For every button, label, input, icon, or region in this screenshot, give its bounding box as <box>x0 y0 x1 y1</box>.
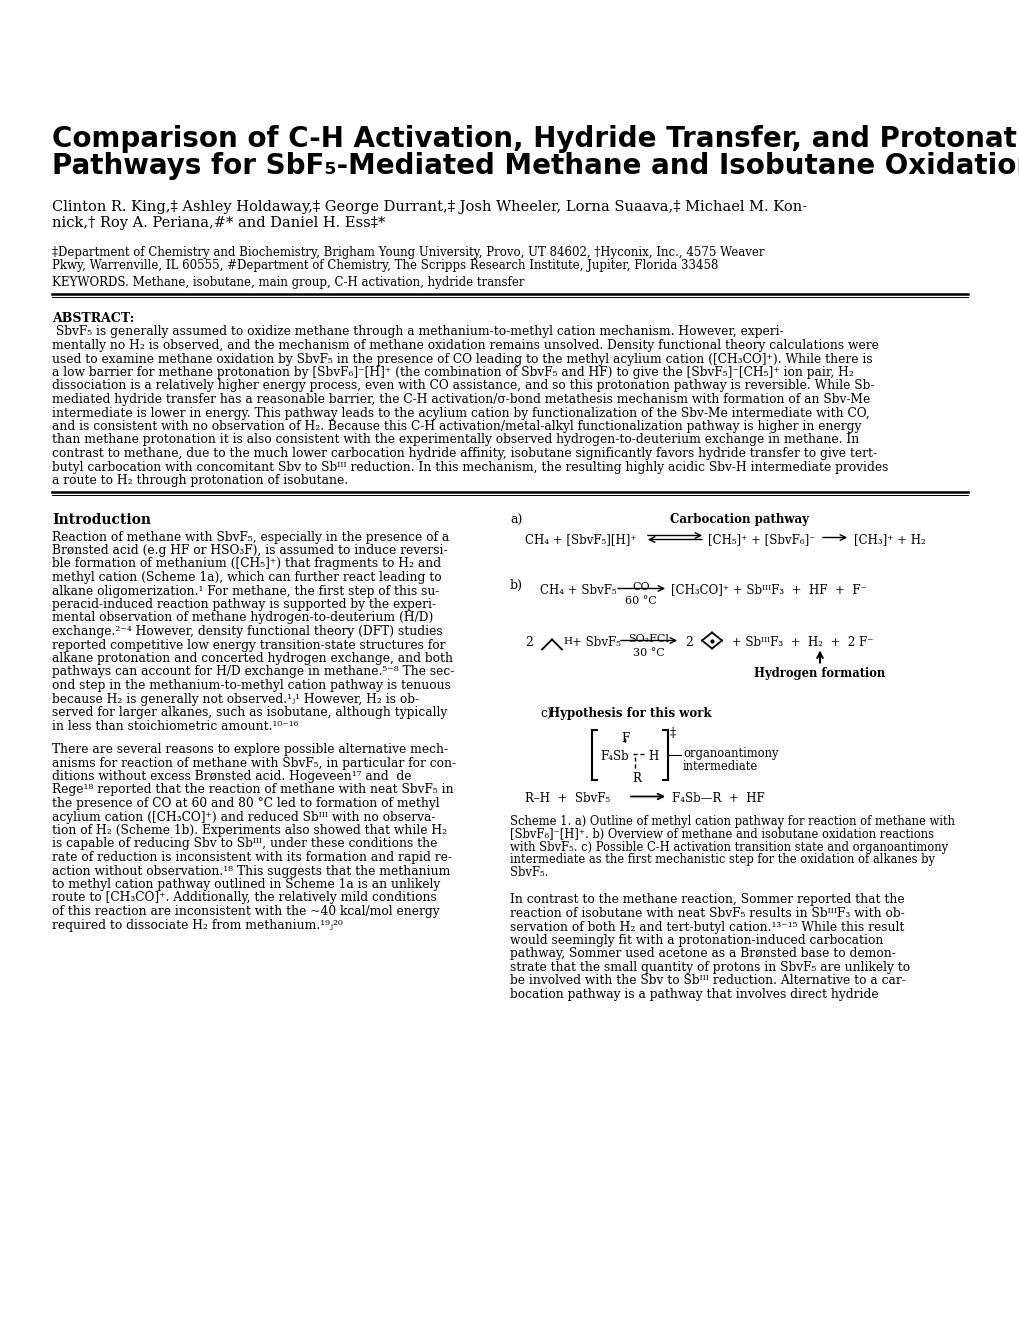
Text: [CH₅]⁺ + [SbᴠF₆]⁻: [CH₅]⁺ + [SbᴠF₆]⁻ <box>707 533 815 546</box>
Text: Brønsted acid (e.g HF or HSO₃F), is assumed to induce reversi-: Brønsted acid (e.g HF or HSO₃F), is assu… <box>52 544 447 557</box>
Text: peracid-induced reaction pathway is supported by the experi-: peracid-induced reaction pathway is supp… <box>52 598 436 611</box>
Text: in less than stoichiometric amount.¹⁰⁻¹⁶: in less than stoichiometric amount.¹⁰⁻¹⁶ <box>52 719 299 733</box>
Text: c): c) <box>539 708 551 721</box>
Text: the presence of CO at 60 and 80 °C led to formation of methyl: the presence of CO at 60 and 80 °C led t… <box>52 797 439 810</box>
Text: Scheme 1. a) Outline of methyl cation pathway for reaction of methane with: Scheme 1. a) Outline of methyl cation pa… <box>510 814 954 828</box>
Text: + SbᴠF₅: + SbᴠF₅ <box>572 635 621 648</box>
Text: acylium cation ([CH₃CO]⁺) and reduced Sbᴵᴵᴵ with no observa-: acylium cation ([CH₃CO]⁺) and reduced Sb… <box>52 810 435 824</box>
Text: mental observation of methane hydrogen-to-deuterium (H/D): mental observation of methane hydrogen-t… <box>52 611 433 624</box>
Text: rate of reduction is inconsistent with its formation and rapid re-: rate of reduction is inconsistent with i… <box>52 851 451 865</box>
Text: pathway, Sommer used acetone as a Brønsted base to demon-: pathway, Sommer used acetone as a Brønst… <box>510 948 895 961</box>
Text: mentally no H₂ is observed, and the mechanism of methane oxidation remains unsol: mentally no H₂ is observed, and the mech… <box>52 339 878 352</box>
Text: mediated hydride transfer has a reasonable barrier, the C-H activation/σ-bond me: mediated hydride transfer has a reasonab… <box>52 393 869 407</box>
Text: alkane oligomerization.¹ For methane, the first step of this su-: alkane oligomerization.¹ For methane, th… <box>52 585 439 598</box>
Text: [CH₃]⁺ + H₂: [CH₃]⁺ + H₂ <box>853 533 925 546</box>
Text: route to [CH₃CO]⁺. Additionally, the relatively mild conditions: route to [CH₃CO]⁺. Additionally, the rel… <box>52 891 436 904</box>
Text: Clinton R. King,‡ Ashley Holdaway,‡ George Durrant,‡ Josh Wheeler, Lorna Suaava,: Clinton R. King,‡ Ashley Holdaway,‡ Geor… <box>52 201 806 214</box>
Text: dissociation is a relatively higher energy process, even with CO assistance, and: dissociation is a relatively higher ener… <box>52 380 873 392</box>
Text: strate that the small quantity of protons in SbᴠF₅ are unlikely to: strate that the small quantity of proton… <box>510 961 909 974</box>
Text: intermediate: intermediate <box>683 760 757 774</box>
Text: ‡: ‡ <box>669 727 676 741</box>
Text: F: F <box>621 733 629 746</box>
Text: with SbᴠF₅. c) Possible C-H activation transition state and organoantimony: with SbᴠF₅. c) Possible C-H activation t… <box>510 841 948 854</box>
Text: nick,† Roy A. Periana,#* and Daniel H. Ess‡*: nick,† Roy A. Periana,#* and Daniel H. E… <box>52 216 385 230</box>
Text: anisms for reaction of methane with SbᴠF₅, in particular for con-: anisms for reaction of methane with SbᴠF… <box>52 756 455 770</box>
Text: KEYWORDS. Methane, isobutane, main group, C-H activation, hydride transfer: KEYWORDS. Methane, isobutane, main group… <box>52 276 524 289</box>
Text: F₄Sb—R  +  HF: F₄Sb—R + HF <box>672 792 764 805</box>
Text: because H₂ is generally not observed.¹ⱼ¹ However, H₂ is ob-: because H₂ is generally not observed.¹ⱼ¹… <box>52 693 419 705</box>
Text: a): a) <box>510 513 522 527</box>
Text: is capable of reducing Sbᴠ to Sbᴵᴵᴵ, under these conditions the: is capable of reducing Sbᴠ to Sbᴵᴵᴵ, und… <box>52 837 437 850</box>
Text: [SbᴠF₆]⁻[H]⁺. b) Overview of methane and isobutane oxidation reactions: [SbᴠF₆]⁻[H]⁺. b) Overview of methane and… <box>510 828 933 841</box>
Text: than methane protonation it is also consistent with the experimentally observed : than methane protonation it is also cons… <box>52 433 858 446</box>
Text: Carbocation pathway: Carbocation pathway <box>669 513 809 527</box>
Text: Hydrogen formation: Hydrogen formation <box>754 668 884 681</box>
Text: a route to H₂ through protonation of isobutane.: a route to H₂ through protonation of iso… <box>52 474 347 487</box>
Text: butyl carbocation with concomitant Sbᴠ to Sbᴵᴵᴵ reduction. In this mechanism, th: butyl carbocation with concomitant Sbᴠ t… <box>52 461 888 474</box>
Text: CO: CO <box>632 582 649 593</box>
Text: used to examine methane oxidation by SbᴠF₅ in the presence of CO leading to the : used to examine methane oxidation by Sbᴠ… <box>52 352 872 366</box>
Text: ‡Department of Chemistry and Biochemistry, Brigham Young University, Provo, UT 8: ‡Department of Chemistry and Biochemistr… <box>52 246 764 259</box>
Text: F₄Sb: F₄Sb <box>599 750 628 763</box>
Text: In contrast to the methane reaction, Sommer reported that the: In contrast to the methane reaction, Som… <box>510 894 904 907</box>
Text: There are several reasons to explore possible alternative mech-: There are several reasons to explore pos… <box>52 743 447 756</box>
Text: CH₄ + SbᴠF₅: CH₄ + SbᴠF₅ <box>539 583 616 597</box>
Text: 60 °C: 60 °C <box>625 595 656 606</box>
Text: alkane protonation and concerted hydrogen exchange, and both: alkane protonation and concerted hydroge… <box>52 652 452 665</box>
Text: Comparison of C-H Activation, Hydride Transfer, and Protonation: Comparison of C-H Activation, Hydride Tr… <box>52 125 1019 153</box>
Text: exchange.²⁻⁴ However, density functional theory (DFT) studies: exchange.²⁻⁴ However, density functional… <box>52 624 442 638</box>
Text: SbᴠF₅.: SbᴠF₅. <box>510 866 548 879</box>
Text: 30 °C: 30 °C <box>633 648 664 659</box>
Text: tion of H₂ (Scheme 1b). Experiments also showed that while H₂: tion of H₂ (Scheme 1b). Experiments also… <box>52 824 446 837</box>
Text: action without observation.¹⁸ This suggests that the methanium: action without observation.¹⁸ This sugge… <box>52 865 450 878</box>
Text: H: H <box>562 636 572 645</box>
Text: and is consistent with no observation of H₂. Because this C-H activation/metal-a: and is consistent with no observation of… <box>52 420 860 433</box>
Text: methyl cation (Scheme 1a), which can further react leading to: methyl cation (Scheme 1a), which can fur… <box>52 572 441 583</box>
Text: SO₂FCl: SO₂FCl <box>628 635 668 644</box>
Text: R: R <box>632 772 640 785</box>
Text: to methyl cation pathway outlined in Scheme 1a is an unlikely: to methyl cation pathway outlined in Sch… <box>52 878 440 891</box>
Text: servation of both H₂ and tert-butyl cation.¹³⁻¹⁵ While this result: servation of both H₂ and tert-butyl cati… <box>510 920 904 933</box>
Text: reaction of isobutane with neat SbᴠF₅ results in SbᴵᴵᴵF₃ with ob-: reaction of isobutane with neat SbᴠF₅ re… <box>510 907 904 920</box>
Text: + SbᴵᴵᴵF₃  +  H₂  +  2 F⁻: + SbᴵᴵᴵF₃ + H₂ + 2 F⁻ <box>728 635 872 648</box>
Text: 2: 2 <box>525 635 532 648</box>
Text: H: H <box>647 750 657 763</box>
Text: intermediate as the first mechanistic step for the oxidation of alkanes by: intermediate as the first mechanistic st… <box>510 854 934 866</box>
Text: [CH₃CO]⁺ + SbᴵᴵᴵF₃  +  HF  +  F⁻: [CH₃CO]⁺ + SbᴵᴵᴵF₃ + HF + F⁻ <box>671 583 866 597</box>
Text: required to dissociate H₂ from methanium.¹⁹ⱼ²⁰: required to dissociate H₂ from methanium… <box>52 919 342 932</box>
Text: bocation pathway is a pathway that involves direct hydride: bocation pathway is a pathway that invol… <box>510 987 877 1001</box>
Text: b): b) <box>510 578 523 591</box>
Text: Reaction of methane with SbᴠF₅, especially in the presence of a: Reaction of methane with SbᴠF₅, especial… <box>52 531 448 544</box>
Text: a low barrier for methane protonation by [SbᴠF₆]⁻[H]⁺ (the combination of SbᴠF₅ : a low barrier for methane protonation by… <box>52 366 853 379</box>
Text: of this reaction are inconsistent with the ~40 kcal/mol energy: of this reaction are inconsistent with t… <box>52 906 439 917</box>
Text: be involved with the Sbᴠ to Sbᴵᴵᴵ reduction. Alternative to a car-: be involved with the Sbᴠ to Sbᴵᴵᴵ reduct… <box>510 974 905 987</box>
Text: SbᴠF₅ is generally assumed to oxidize methane through a methanium-to-methyl cati: SbᴠF₅ is generally assumed to oxidize me… <box>52 326 783 338</box>
Text: ABSTRACT:: ABSTRACT: <box>52 312 135 325</box>
Text: Pkwy, Warrenville, IL 60555, #Department of Chemistry, The Scripps Research Inst: Pkwy, Warrenville, IL 60555, #Department… <box>52 259 717 272</box>
Text: contrast to methane, due to the much lower carbocation hydride affinity, isobuta: contrast to methane, due to the much low… <box>52 447 876 459</box>
Text: served for larger alkanes, such as isobutane, although typically: served for larger alkanes, such as isobu… <box>52 706 446 719</box>
Text: organoantimony: organoantimony <box>683 747 777 760</box>
Text: 2: 2 <box>685 635 692 648</box>
Text: Introduction: Introduction <box>52 513 151 528</box>
Text: ditions without excess Brønsted acid. Hogeveen¹⁷ and  de: ditions without excess Brønsted acid. Ho… <box>52 770 411 783</box>
Text: would seemingly fit with a protonation-induced carbocation: would seemingly fit with a protonation-i… <box>510 935 882 946</box>
Text: ond step in the methanium-to-methyl cation pathway is tenuous: ond step in the methanium-to-methyl cati… <box>52 678 450 692</box>
Text: CH₄ + [SbᴠF₅][H]⁺: CH₄ + [SbᴠF₅][H]⁺ <box>525 533 636 546</box>
Text: reported competitive low energy transition-state structures for: reported competitive low energy transiti… <box>52 639 445 652</box>
Text: pathways can account for H/D exchange in methane.⁵⁻⁸ The sec-: pathways can account for H/D exchange in… <box>52 665 453 678</box>
Text: Rege¹⁸ reported that the reaction of methane with neat SbᴠF₅ in: Rege¹⁸ reported that the reaction of met… <box>52 784 453 796</box>
Text: Hypothesis for this work: Hypothesis for this work <box>548 708 710 721</box>
Text: R–H  +  SbᴠF₅: R–H + SbᴠF₅ <box>525 792 609 805</box>
Text: ble formation of methanium ([CH₅]⁺) that fragments to H₂ and: ble formation of methanium ([CH₅]⁺) that… <box>52 557 440 570</box>
Text: Pathways for SbF₅-Mediated Methane and Isobutane Oxidation: Pathways for SbF₅-Mediated Methane and I… <box>52 152 1019 180</box>
Text: intermediate is lower in energy. This pathway leads to the acylium cation by fun: intermediate is lower in energy. This pa… <box>52 407 869 420</box>
